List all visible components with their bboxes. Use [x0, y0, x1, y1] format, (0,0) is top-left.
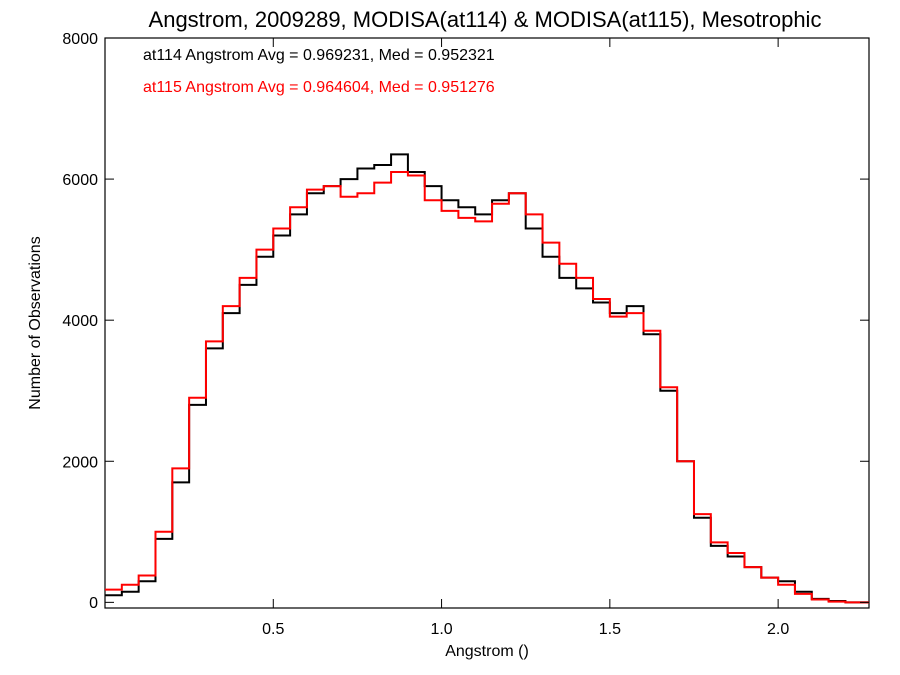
y-tick-label: 8000: [62, 31, 98, 48]
series-line-at115: [105, 172, 869, 602]
plot-area-frame: [105, 38, 869, 608]
x-tick-label: 2.0: [767, 621, 789, 638]
annotation-at115: at115 Angstrom Avg = 0.964604, Med = 0.9…: [143, 79, 495, 96]
y-tick-label: 0: [89, 595, 98, 612]
x-tick-label: 1.0: [430, 621, 452, 638]
x-axis-label: Angstrom (): [445, 643, 529, 660]
x-axis-ticks: 0.5 1.0 1.5 2.0: [262, 38, 789, 638]
chart: Angstrom, 2009289, MODISA(at114) & MODIS…: [0, 0, 900, 675]
y-tick-label: 4000: [62, 313, 98, 330]
y-axis-ticks: 0 2000 4000 6000 8000: [62, 31, 869, 612]
x-tick-label: 0.5: [262, 621, 284, 638]
y-tick-label: 2000: [62, 454, 98, 471]
series-layer: [105, 154, 869, 602]
y-tick-label: 6000: [62, 172, 98, 189]
x-tick-label: 1.5: [599, 621, 621, 638]
y-axis-label: Number of Observations: [27, 236, 44, 409]
annotation-at114: at114 Angstrom Avg = 0.969231, Med = 0.9…: [143, 47, 495, 64]
chart-title: Angstrom, 2009289, MODISA(at114) & MODIS…: [149, 7, 822, 32]
